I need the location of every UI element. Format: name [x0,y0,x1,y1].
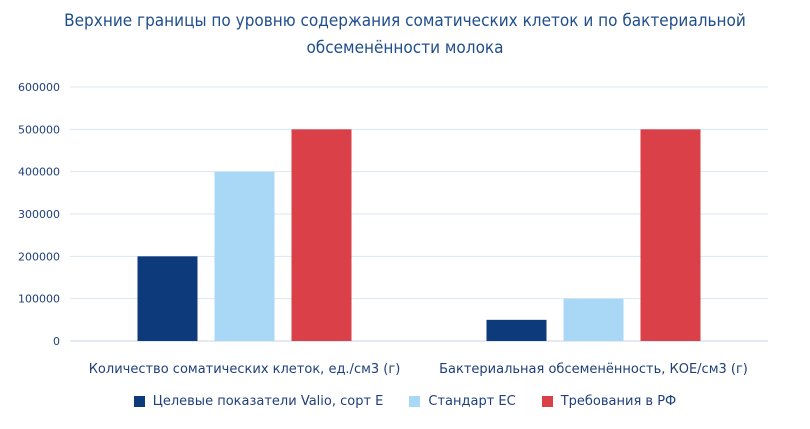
legend-label: Целевые показатели Valio, сорт Е [152,394,384,409]
legend-swatch [541,396,553,407]
bar [291,129,352,341]
x-category-label: Количество соматических клеток, ед./см3 … [89,362,401,377]
legend-label: Стандарт ЕС [428,394,516,409]
bar [563,298,624,341]
x-category-label: Бактериальная обсеменённость, КОЕ/см3 (г… [439,362,748,377]
x-axis-categories: Количество соматических клеток, ед./см3 … [89,362,748,377]
y-tick-label: 300000 [18,208,60,221]
y-tick-label: 0 [53,335,60,348]
y-tick-label: 600000 [18,81,60,94]
bar [486,319,547,341]
bars [137,129,701,341]
chart-title: Верхние границы по уровню содержания сом… [64,11,746,58]
legend: Целевые показатели Valio, сорт Е Стандарт… [0,394,810,409]
y-tick-label: 500000 [18,123,60,136]
legend-label: Требования в РФ [560,394,677,409]
legend-swatch [409,396,421,407]
y-tick-label: 100000 [18,293,60,306]
y-axis-ticks: 0 100000 200000 300000 400000 500000 600000 [18,81,60,348]
y-tick-label: 400000 [18,166,60,179]
bar [214,171,275,341]
legend-swatch [133,396,145,407]
bar [640,129,701,341]
legend-item: Целевые показатели Valio, сорт Е [133,394,384,409]
y-tick-label: 200000 [18,250,60,263]
legend-item: Требования в РФ [541,394,677,409]
bar [137,256,198,341]
legend-item: Стандарт ЕС [409,394,516,409]
